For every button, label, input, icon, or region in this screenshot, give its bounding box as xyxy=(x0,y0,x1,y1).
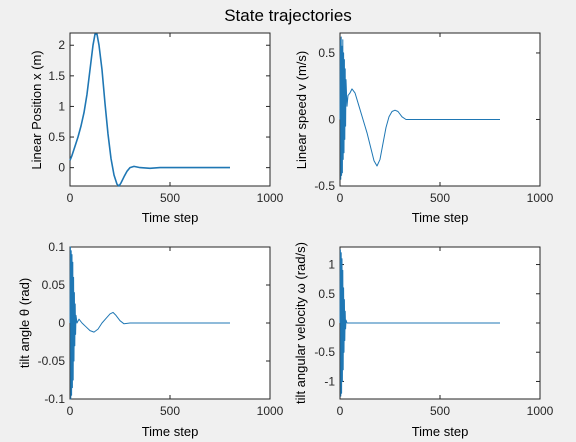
y-tick-label: 0.1 xyxy=(48,240,65,254)
subplot-tilt-angle: 0 500 1000 -0.1 -0.05 0 0.05 0.1 Time step tilt… xyxy=(17,240,284,439)
x-tick-label: 0 xyxy=(67,404,74,418)
x-tick-label: 0 xyxy=(337,191,344,205)
figure-title: State trajectories xyxy=(224,6,352,25)
subplot-tilt-angular-velocity: 0 500 1000 -1 -0.5 0 0.5 1 Time step tilt angul… xyxy=(293,242,554,439)
x-tick-label: 0 xyxy=(67,191,74,205)
x-tick-label: 500 xyxy=(430,404,450,418)
y-tick-label: 0 xyxy=(58,316,65,330)
series-line-tilt-angle xyxy=(69,246,230,400)
x-axis-label: Time step xyxy=(142,210,199,225)
tick-layer: 0 500 1000 0 0.5 1 1.5 2 xyxy=(48,33,284,205)
x-tick-label: 0 xyxy=(337,404,344,418)
x-axis-label: Time step xyxy=(412,210,469,225)
y-axis-label: Linear Position x (m) xyxy=(29,50,44,169)
series-line-linear-speed xyxy=(339,36,500,180)
subplot-linear-position: 0 500 1000 0 0.5 1 1.5 2 Time step Linear Posit… xyxy=(29,32,284,225)
x-tick-label: 1000 xyxy=(257,404,284,418)
tick-layer: 0 500 1000-0.500.5 xyxy=(314,33,554,205)
series-line-tilt-angular-velocity xyxy=(339,249,500,397)
y-tick-label: 0 xyxy=(58,161,65,175)
y-tick-label: -0.05 xyxy=(38,354,66,368)
x-axis-label: Time step xyxy=(412,424,469,439)
axes-box xyxy=(69,32,271,187)
x-tick-label: 1000 xyxy=(257,191,284,205)
x-tick-label: 500 xyxy=(160,404,180,418)
y-tick-label: 2 xyxy=(58,38,65,52)
tick-layer: 0 500 1000 -1 -0.5 0 0.5 1 xyxy=(314,247,554,418)
x-axis-label: Time step xyxy=(142,424,199,439)
y-axis-label: tilt angular velocity ω (rad/s) xyxy=(293,242,308,404)
y-tick-label: -0.5 xyxy=(314,345,335,359)
x-tick-label: 500 xyxy=(430,191,450,205)
y-axis-label: tilt angle θ (rad) xyxy=(17,278,32,368)
y-axis-label: Linear speed v (m/s) xyxy=(294,51,309,170)
y-tick-label: -0.1 xyxy=(44,392,65,406)
x-tick-label: 500 xyxy=(160,191,180,205)
y-tick-label: 1 xyxy=(328,258,335,272)
y-tick-label: 0.5 xyxy=(318,46,335,60)
y-tick-label: 0.05 xyxy=(42,278,66,292)
subplot-linear-speed: 0 500 1000-0.500.5 Time step Linear speed … xyxy=(294,32,554,225)
y-tick-label: 1.5 xyxy=(48,69,65,83)
x-tick-label: 1000 xyxy=(527,404,554,418)
tick-layer: 0 500 1000 -0.1 -0.05 0 0.05 0.1 xyxy=(38,240,284,418)
x-tick-label: 1000 xyxy=(527,191,554,205)
y-tick-label: 0.5 xyxy=(48,130,65,144)
y-tick-label: 1 xyxy=(58,99,65,113)
y-tick-label: -0.5 xyxy=(314,179,335,193)
y-tick-label: 0.5 xyxy=(318,287,335,301)
y-tick-label: -1 xyxy=(324,374,335,388)
axes-box xyxy=(339,32,541,187)
series-line-linear-position xyxy=(69,33,230,187)
y-tick-label: 0 xyxy=(328,316,335,330)
y-tick-label: 0 xyxy=(328,112,335,126)
